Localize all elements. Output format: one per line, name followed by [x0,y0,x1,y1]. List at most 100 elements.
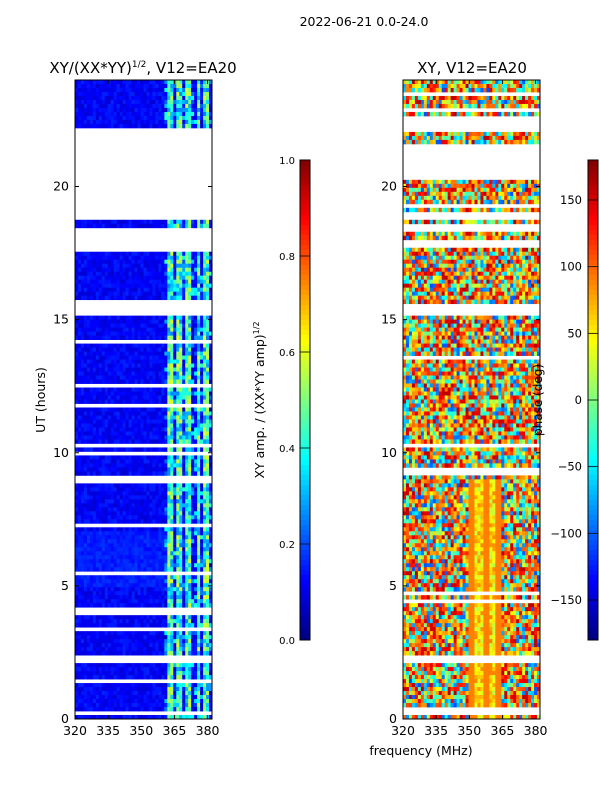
heatmap-cell [107,687,112,692]
heatmap-cell [179,619,183,624]
heatmap-cell [161,347,165,352]
heatmap-cell [122,559,127,564]
heatmap-cell [158,275,162,281]
heatmap-cell [158,291,162,297]
heatmap-cell [203,399,207,404]
heatmap-cell [149,619,153,624]
heatmap-cell [140,495,144,500]
heatmap-cell [75,343,79,348]
heatmap-cell [128,343,132,348]
heatmap-cell [143,527,147,532]
heatmap-cell [125,639,130,644]
heatmap-cell [107,295,112,301]
heatmap-cell [161,363,165,368]
heatmap-cell [206,595,210,600]
heatmap-cell [209,387,213,392]
heatmap-cell [104,343,109,348]
heatmap-cell [92,223,97,229]
heatmap-cell [185,87,189,93]
heatmap-cell [185,535,189,540]
heatmap-cell [92,547,97,552]
heatmap-cell [155,651,159,656]
heatmap-cell [143,619,147,624]
heatmap-cell [131,539,135,544]
heatmap-cell [104,279,109,285]
heatmap-cell [152,331,156,336]
heatmap-cell [80,283,85,289]
heatmap-cell [182,535,186,540]
heatmap-cell [179,107,183,113]
heatmap-cell [95,667,100,672]
heatmap-cell [158,395,162,400]
heatmap-cell [110,319,115,325]
heatmap-cell [176,107,180,113]
heatmap-cell [206,323,210,329]
heatmap-cell [75,515,79,520]
heatmap-cell [179,267,183,273]
heatmap-cell [146,295,150,301]
heatmap-cell [185,395,189,400]
heatmap-cell [134,263,138,269]
heatmap-cell [92,635,97,640]
heatmap-cell [77,291,82,297]
heatmap-cell [149,667,153,672]
heatmap-cell [149,80,153,85]
heatmap-cell [173,259,177,265]
heatmap-cell [98,671,103,676]
heatmap-cell [107,283,112,289]
heatmap-cell [164,643,168,648]
heatmap-cell [152,347,156,352]
heatmap-cell [185,511,189,516]
heatmap-cell [200,399,204,404]
heatmap-cell [107,407,112,412]
heatmap-cell [134,639,138,644]
heatmap-cell [158,95,162,101]
heatmap-cell [92,499,97,504]
heatmap-cell [80,395,85,400]
heatmap-cell [209,415,213,420]
heatmap-cell [182,219,186,225]
heatmap-cell [101,111,106,117]
heatmap-cell [188,567,192,572]
heatmap-cell [182,575,186,580]
heatmap-cell [107,587,112,592]
heatmap-cell [170,499,174,504]
heatmap-cell [75,223,79,229]
heatmap-cell [80,483,85,488]
heatmap-cell [197,427,201,432]
heatmap-cell [125,103,130,109]
heatmap-cell [107,395,112,400]
heatmap-cell [119,123,124,129]
heatmap-cell [75,111,79,117]
heatmap-cell [119,499,124,504]
heatmap-cell [191,619,195,624]
heatmap-cell [95,447,100,452]
heatmap-cell [197,663,201,668]
heatmap-cell [98,391,103,396]
heatmap-cell [176,471,180,476]
heatmap-cell [209,259,213,265]
heatmap-cell [95,95,100,101]
heatmap-cell [203,375,207,380]
heatmap-cell [119,367,124,372]
heatmap-cell [191,583,195,588]
heatmap-cell [179,515,183,520]
heatmap-cell [143,359,147,364]
heatmap-cell [107,251,112,257]
heatmap-cell [206,551,210,556]
heatmap-cell [200,691,204,696]
heatmap-cell [155,635,159,640]
heatmap-cell [188,271,192,277]
heatmap-cell [197,447,201,452]
heatmap-cell [140,471,144,476]
heatmap-cell [149,335,153,340]
heatmap-cell [170,531,174,536]
heatmap-cell [125,367,130,372]
heatmap-cell [179,663,183,668]
heatmap-cell [98,327,103,332]
heatmap-cell [161,547,165,552]
heatmap-cell [143,91,147,97]
heatmap-cell [200,411,204,416]
heatmap-cell [128,567,132,572]
heatmap-cell [182,639,186,644]
